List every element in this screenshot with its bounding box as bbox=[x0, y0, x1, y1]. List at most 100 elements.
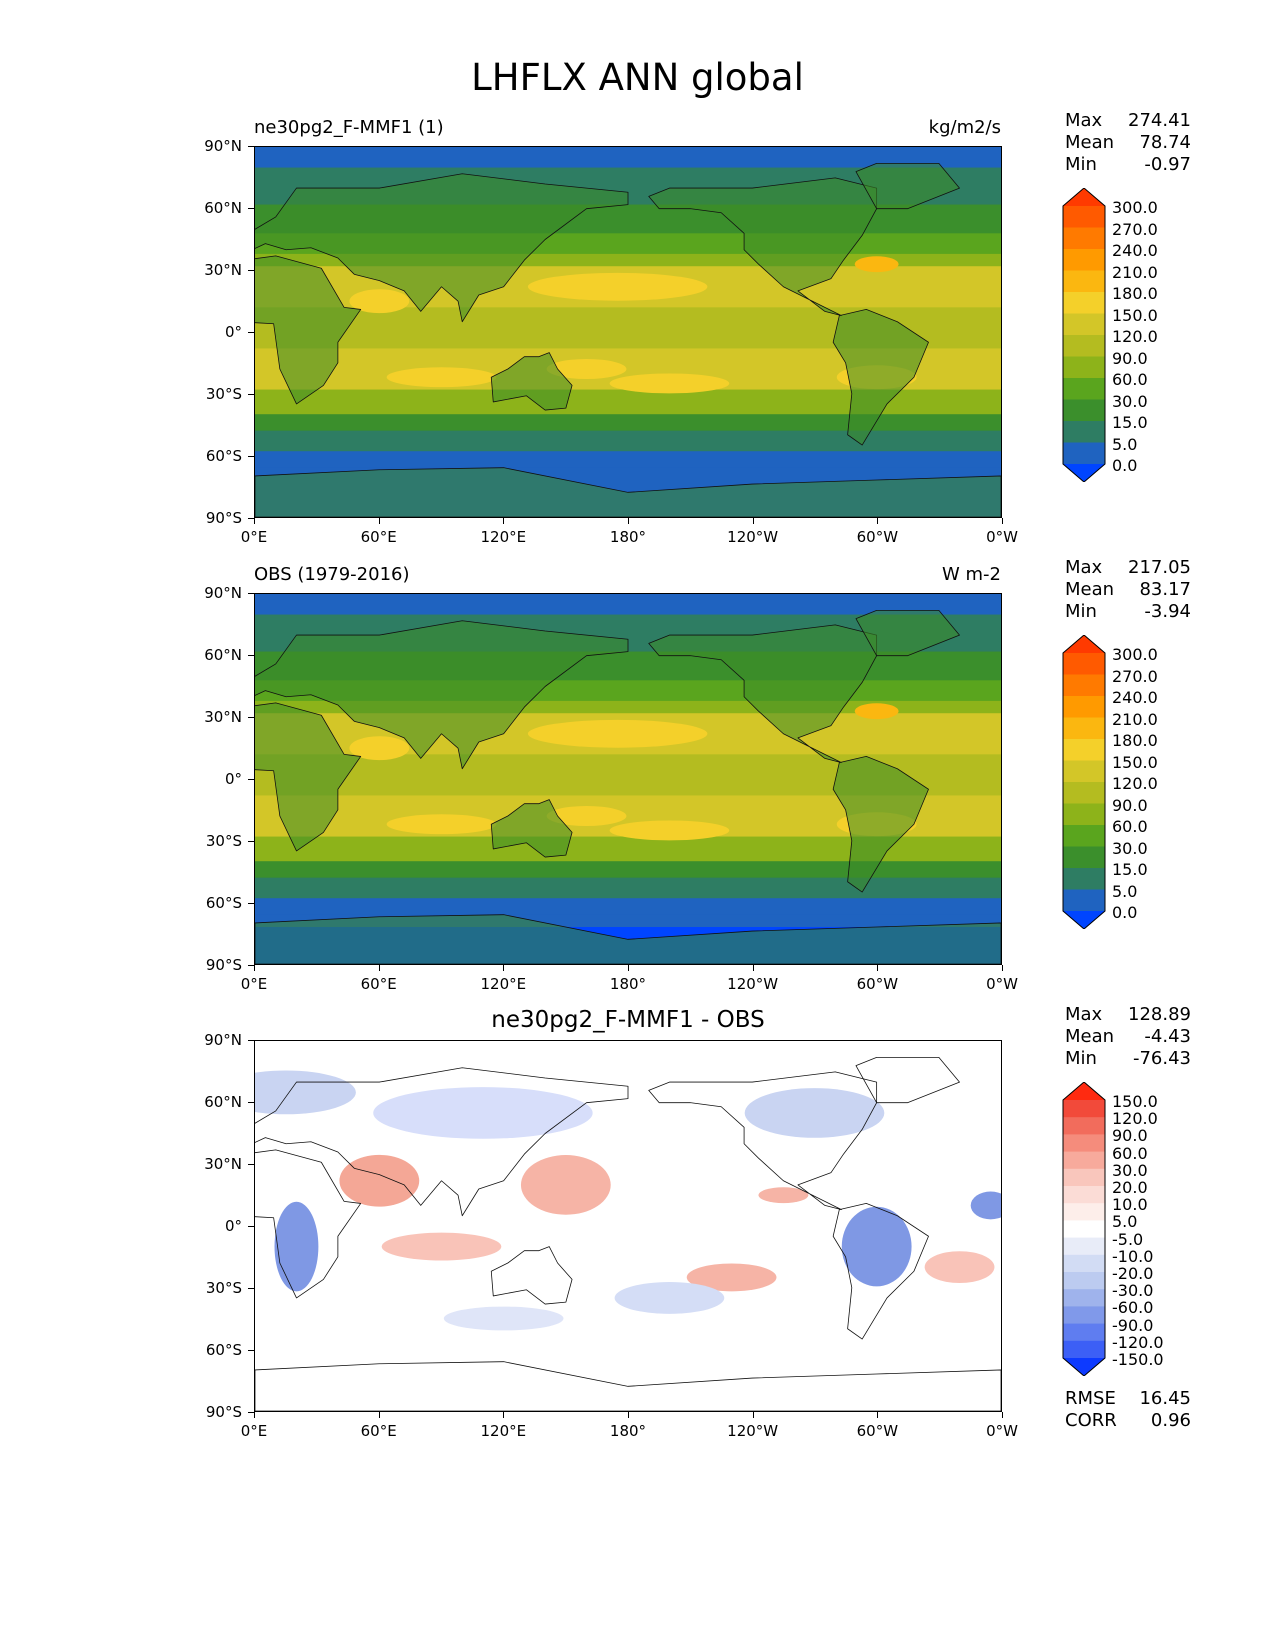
field-maximum bbox=[386, 814, 497, 835]
lon-tick-label: 0°W bbox=[986, 528, 1018, 546]
panel-title-left: ne30pg2_F-MMF1 (1) bbox=[254, 117, 444, 138]
colorbar-label: -5.0 bbox=[1112, 1229, 1144, 1249]
colorbar-label: 150.0 bbox=[1112, 305, 1158, 325]
lat-tick-mark bbox=[248, 593, 254, 594]
stat-value: 128.89 bbox=[1128, 1004, 1191, 1025]
field-anomaly bbox=[443, 1306, 564, 1331]
lat-tick-mark bbox=[248, 1288, 254, 1289]
field-anomaly bbox=[841, 1206, 912, 1287]
coastline bbox=[855, 1057, 960, 1104]
lat-tick-label: 30°S bbox=[205, 832, 242, 850]
lat-tick-label: 30°N bbox=[204, 261, 242, 279]
field-anomaly bbox=[274, 1201, 319, 1292]
coastline bbox=[855, 610, 960, 657]
colorbar-label: 120.0 bbox=[1112, 1109, 1158, 1129]
stats-block: Max 128.89 Mean -4.43 Min -76.43 bbox=[1065, 1004, 1191, 1070]
lon-tick-label: 0°E bbox=[240, 1422, 268, 1440]
colorbar-segment bbox=[1063, 335, 1105, 358]
colorbar-segment bbox=[1063, 356, 1105, 379]
colorbar-label: 210.0 bbox=[1112, 709, 1158, 729]
lat-tick-label: 60°S bbox=[205, 894, 242, 912]
stat-value: 0.96 bbox=[1150, 1410, 1191, 1431]
map-panel bbox=[254, 1040, 1002, 1412]
coastline bbox=[255, 1361, 1001, 1411]
lat-tick-mark bbox=[248, 1102, 254, 1103]
map-field bbox=[255, 147, 1001, 517]
lon-tick-label: 0°E bbox=[240, 528, 268, 546]
colorbar-label: -90.0 bbox=[1112, 1315, 1154, 1335]
lat-tick-label: 90°N bbox=[204, 1031, 242, 1049]
lon-tick-label: 0°W bbox=[986, 1422, 1018, 1440]
colorbar-label: 5.0 bbox=[1112, 434, 1138, 454]
map-panel bbox=[254, 593, 1002, 965]
lat-tick-mark bbox=[248, 903, 254, 904]
lat-tick-label: 60°N bbox=[204, 1093, 242, 1111]
stat-value: -0.97 bbox=[1144, 154, 1191, 175]
stat-label: CORR bbox=[1065, 1410, 1117, 1431]
colorbar-label: -150.0 bbox=[1112, 1350, 1164, 1369]
field-maximum bbox=[386, 367, 497, 388]
colorbar-segment bbox=[1063, 825, 1105, 848]
lon-tick-mark bbox=[378, 965, 380, 971]
colorbar-svg bbox=[1062, 1081, 1106, 1377]
colorbar-segment bbox=[1063, 1100, 1105, 1118]
lat-tick-label: 0° bbox=[224, 770, 242, 788]
colorbar-segment bbox=[1063, 1289, 1105, 1307]
stat-label: Mean bbox=[1065, 1026, 1115, 1047]
colorbar-segment bbox=[1063, 270, 1105, 293]
map-field bbox=[255, 1041, 1001, 1411]
field-anomaly bbox=[970, 1191, 1001, 1220]
lon-tick-mark bbox=[503, 518, 505, 524]
lat-tick-mark bbox=[248, 146, 254, 147]
lon-tick-mark bbox=[877, 965, 879, 971]
lat-tick-mark bbox=[248, 841, 254, 842]
colorbar-label: 90.0 bbox=[1112, 795, 1148, 815]
coastline bbox=[832, 309, 929, 446]
lat-tick-label: 90°N bbox=[204, 584, 242, 602]
colorbar-extend-max bbox=[1063, 635, 1105, 653]
field-anomaly bbox=[381, 1232, 502, 1261]
field-maximum bbox=[527, 719, 708, 748]
field-band bbox=[255, 861, 1001, 879]
stat-label: Min bbox=[1065, 1048, 1097, 1069]
colorbar-segment bbox=[1063, 1237, 1105, 1256]
colorbar-segment bbox=[1063, 1306, 1105, 1325]
lat-tick-label: 60°S bbox=[205, 1341, 242, 1359]
lon-tick-label: 120°E bbox=[480, 1422, 527, 1440]
lat-tick-label: 30°N bbox=[204, 708, 242, 726]
colorbar-segment bbox=[1063, 717, 1105, 740]
stat-label: Max bbox=[1065, 110, 1103, 131]
stats-row: Max 217.05 bbox=[1065, 557, 1191, 579]
lon-tick-label: 60°E bbox=[360, 1422, 397, 1440]
lat-tick-mark bbox=[248, 717, 254, 718]
lon-tick-label: 120°W bbox=[727, 1422, 779, 1440]
field-band bbox=[255, 147, 1001, 169]
stats-row: Min -3.94 bbox=[1065, 601, 1191, 623]
stat-label: Min bbox=[1065, 601, 1097, 622]
stat-label: Min bbox=[1065, 154, 1097, 175]
coastline bbox=[255, 620, 629, 770]
lat-tick-mark bbox=[248, 1350, 254, 1351]
lon-tick-mark bbox=[254, 518, 255, 524]
lon-tick-mark bbox=[378, 518, 380, 524]
colorbar-label: -60.0 bbox=[1112, 1298, 1154, 1318]
colorbar-label: 150.0 bbox=[1112, 752, 1158, 772]
field-maximum bbox=[609, 373, 730, 394]
map-field bbox=[255, 594, 1001, 964]
field-anomaly bbox=[686, 1263, 777, 1292]
panel-units: W m-2 bbox=[941, 564, 1001, 585]
coastline bbox=[255, 467, 1001, 517]
colorbar-segment bbox=[1063, 292, 1105, 315]
field-anomaly bbox=[255, 1070, 356, 1115]
panel-title-center: ne30pg2_F-MMF1 - OBS bbox=[491, 1007, 765, 1033]
lon-tick-mark bbox=[752, 1412, 754, 1418]
map-panel bbox=[254, 146, 1002, 518]
colorbar-segment bbox=[1063, 378, 1105, 401]
stat-value: -3.94 bbox=[1144, 601, 1191, 622]
field-maximum bbox=[349, 289, 410, 314]
stat-value: 83.17 bbox=[1139, 579, 1191, 600]
coastline bbox=[832, 756, 929, 893]
colorbar-segment bbox=[1063, 313, 1105, 336]
colorbar-segment bbox=[1063, 653, 1105, 676]
colorbar-segment bbox=[1063, 803, 1105, 826]
